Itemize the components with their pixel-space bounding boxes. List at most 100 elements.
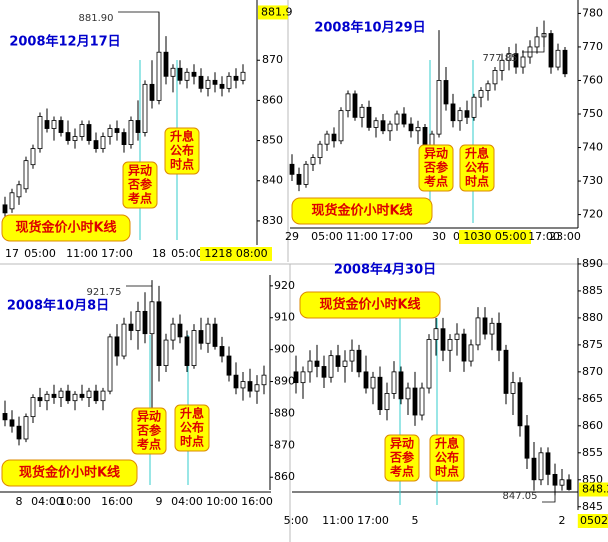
x-tick-label: 18 <box>152 247 166 260</box>
y-tick-label: 880 <box>582 311 603 324</box>
candle-body <box>191 330 197 366</box>
candle-body <box>475 317 481 346</box>
candle-body <box>198 330 204 344</box>
x-tick-label: 9 <box>156 495 163 508</box>
candle-body <box>79 124 85 137</box>
x-tick-label: 1218 08:00 <box>204 247 267 260</box>
note-text: 公布 <box>180 420 204 435</box>
candle-body <box>205 323 211 344</box>
candle-body <box>391 371 397 394</box>
panel-title: 2008年12月17日 <box>9 34 120 50</box>
x-tick-label: 30 <box>432 230 446 243</box>
note-text: 异动 <box>137 410 161 424</box>
x-tick-label: 1030 05:00 <box>463 230 526 243</box>
candle-body <box>177 67 183 81</box>
candle-body <box>170 67 176 77</box>
note-text: 考点 <box>390 464 414 479</box>
candle-body <box>321 366 327 378</box>
caption: 现货金价小时K线 <box>15 220 116 236</box>
candle-body <box>324 133 330 145</box>
candle-body <box>37 397 43 402</box>
candle-body <box>121 323 127 357</box>
candle-body <box>482 317 488 335</box>
note-text: 时点 <box>180 434 204 449</box>
candle-body <box>261 374 267 386</box>
candle-body <box>114 128 120 133</box>
candle-body <box>471 96 477 118</box>
y-tick-label: 870 <box>274 438 295 451</box>
candle-body <box>464 110 470 118</box>
candle-body <box>443 80 449 105</box>
note-box <box>122 161 158 209</box>
candle-body <box>359 106 365 118</box>
candle-body <box>30 397 36 418</box>
candle-body <box>128 323 134 331</box>
candle-body <box>2 413 8 421</box>
candle-body <box>366 106 372 128</box>
candle-body <box>454 333 460 340</box>
candle-body <box>219 346 225 357</box>
caption: 现货金价小时K线 <box>319 297 420 313</box>
candle-body <box>468 344 474 362</box>
candle-body <box>436 80 442 135</box>
candle-body <box>310 157 316 165</box>
y-tick-label: 845 <box>582 500 603 513</box>
candle-body <box>450 103 456 122</box>
candle-body <box>405 387 411 400</box>
candle-body <box>293 371 299 384</box>
y-tick-label: 900 <box>274 343 295 356</box>
candle-body <box>212 79 218 85</box>
y-tick-label: 750 <box>582 107 603 120</box>
candle-body <box>412 387 418 416</box>
extreme-label: 881.90 <box>79 13 114 24</box>
x-tick-label: 16:00 <box>241 495 273 508</box>
candle-body <box>492 70 498 85</box>
candle-body <box>86 390 92 398</box>
x-tick-label: 17:00 <box>381 230 413 243</box>
candle-body <box>566 479 572 490</box>
y-tick-label: 855 <box>582 446 603 459</box>
candle-body <box>506 53 512 61</box>
candle-body <box>317 143 323 158</box>
candle-body <box>247 381 253 392</box>
candle-body <box>296 173 302 185</box>
extreme-label: 847.05 <box>503 491 538 502</box>
candle-body <box>135 120 141 133</box>
time-box <box>577 514 608 528</box>
candle-body <box>198 75 204 89</box>
price-box-label: 881.9 <box>261 5 293 18</box>
note-text: 否参 <box>389 450 415 465</box>
candle-body <box>184 71 190 81</box>
x-tick-label: 8 <box>16 495 23 508</box>
x-tick-label: 17:00 <box>357 514 389 527</box>
candle-body <box>226 75 232 89</box>
note-text: 升息 <box>170 129 194 144</box>
candle-body <box>233 374 239 389</box>
y-tick-label: 850 <box>262 134 283 147</box>
candle-body <box>555 49 561 68</box>
candle-body <box>394 113 400 125</box>
panel-title: 2008年10月29日 <box>314 20 425 36</box>
x-tick-label: 11:00 <box>346 230 378 243</box>
x-tick-label: 16:00 <box>101 495 133 508</box>
candle-body <box>219 83 225 89</box>
candle-body <box>51 120 57 129</box>
candle-body <box>72 393 78 402</box>
candle-body <box>114 336 120 357</box>
y-tick-label: 910 <box>274 311 295 324</box>
candle-body <box>149 83 155 101</box>
note-text: 升息 <box>180 406 204 421</box>
candle-body <box>58 390 64 398</box>
candle-body <box>314 360 320 367</box>
note-box <box>429 434 465 482</box>
candle-body <box>531 457 537 481</box>
candle-body <box>135 310 141 331</box>
time-box <box>459 230 531 244</box>
time-box <box>200 247 272 261</box>
candle-body <box>240 71 246 81</box>
x-tick-label: 05:00 <box>24 247 56 260</box>
candle-body <box>552 473 558 486</box>
candle-body <box>363 371 369 389</box>
candle-body <box>156 51 162 101</box>
